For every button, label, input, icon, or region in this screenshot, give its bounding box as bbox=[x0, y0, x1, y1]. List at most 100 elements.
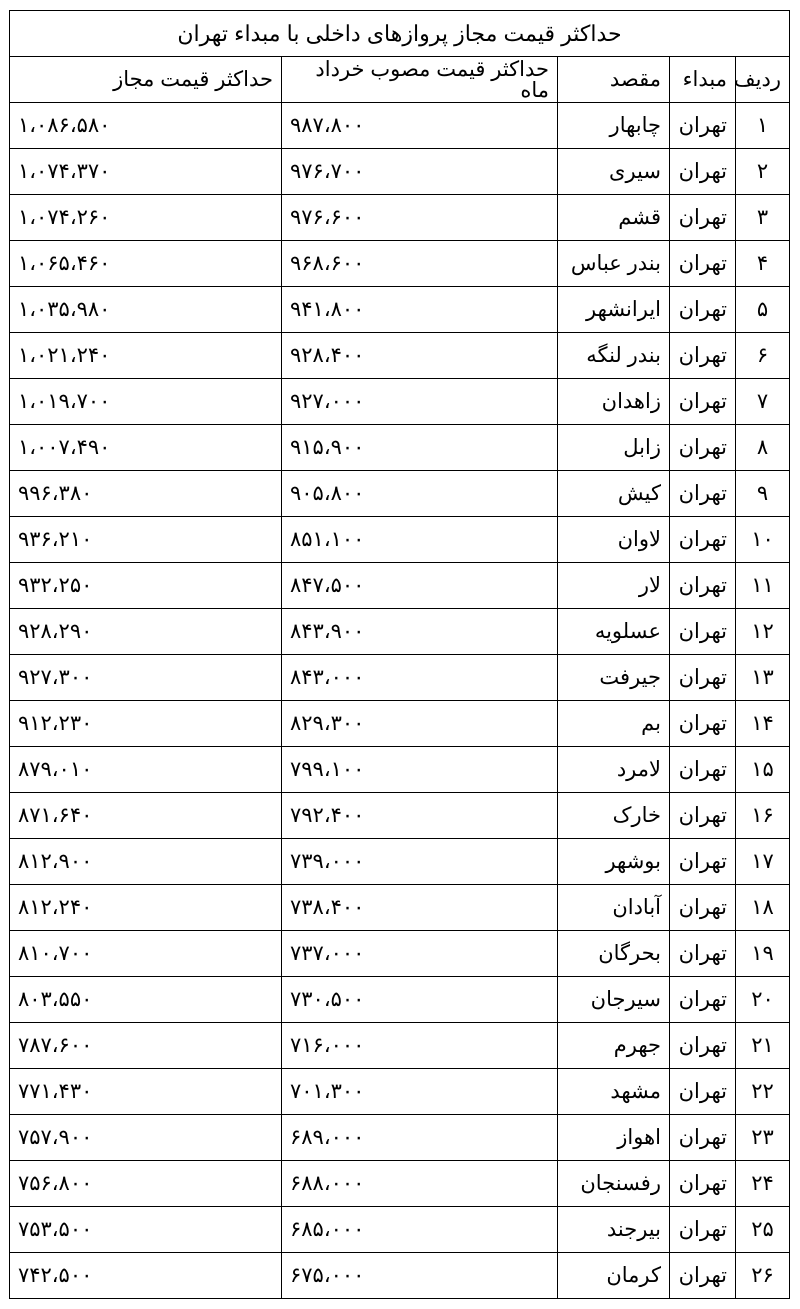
col-price-khordad: حداکثر قیمت مصوب خرداد ماه bbox=[282, 57, 558, 103]
cell-index: ۱ bbox=[736, 103, 790, 149]
cell-destination: مشهد bbox=[558, 1069, 670, 1115]
table-row: ۵تهرانایرانشهر۹۴۱،۸۰۰۱،۰۳۵،۹۸۰ bbox=[9, 287, 789, 333]
cell-price-max: ۱،۰۸۶،۵۸۰ bbox=[9, 103, 281, 149]
cell-destination: بیرجند bbox=[558, 1207, 670, 1253]
col-index: ردیف bbox=[736, 57, 790, 103]
cell-destination: بحرگان bbox=[558, 931, 670, 977]
cell-price-khordad: ۸۴۳،۰۰۰ bbox=[282, 655, 558, 701]
cell-index: ۶ bbox=[736, 333, 790, 379]
table-row: ۲۱تهرانجهرم۷۱۶،۰۰۰۷۸۷،۶۰۰ bbox=[9, 1023, 789, 1069]
table-row: ۲۲تهرانمشهد۷۰۱،۳۰۰۷۷۱،۴۳۰ bbox=[9, 1069, 789, 1115]
cell-origin: تهران bbox=[670, 747, 736, 793]
cell-index: ۱۴ bbox=[736, 701, 790, 747]
cell-index: ۸ bbox=[736, 425, 790, 471]
cell-price-max: ۷۵۶،۸۰۰ bbox=[9, 1161, 281, 1207]
table-title: حداکثر قیمت مجاز پروازهای داخلی با مبداء… bbox=[9, 11, 789, 57]
cell-index: ۲۱ bbox=[736, 1023, 790, 1069]
cell-origin: تهران bbox=[670, 425, 736, 471]
cell-origin: تهران bbox=[670, 977, 736, 1023]
cell-origin: تهران bbox=[670, 471, 736, 517]
cell-destination: لامرد bbox=[558, 747, 670, 793]
cell-origin: تهران bbox=[670, 839, 736, 885]
cell-price-max: ۷۴۲،۵۰۰ bbox=[9, 1253, 281, 1299]
cell-destination: بندر عباس bbox=[558, 241, 670, 287]
cell-origin: تهران bbox=[670, 1115, 736, 1161]
table-row: ۶تهرانبندر لنگه۹۲۸،۴۰۰۱،۰۲۱،۲۴۰ bbox=[9, 333, 789, 379]
cell-origin: تهران bbox=[670, 195, 736, 241]
table-row: ۲۶تهرانکرمان۶۷۵،۰۰۰۷۴۲،۵۰۰ bbox=[9, 1253, 789, 1299]
cell-price-khordad: ۸۴۷،۵۰۰ bbox=[282, 563, 558, 609]
table-row: ۱۲تهرانعسلویه۸۴۳،۹۰۰۹۲۸،۲۹۰ bbox=[9, 609, 789, 655]
cell-price-max: ۷۵۳،۵۰۰ bbox=[9, 1207, 281, 1253]
cell-index: ۷ bbox=[736, 379, 790, 425]
cell-price-max: ۸۱۰،۷۰۰ bbox=[9, 931, 281, 977]
cell-origin: تهران bbox=[670, 149, 736, 195]
cell-price-khordad: ۶۷۵،۰۰۰ bbox=[282, 1253, 558, 1299]
cell-origin: تهران bbox=[670, 609, 736, 655]
cell-origin: تهران bbox=[670, 1207, 736, 1253]
cell-destination: اهواز bbox=[558, 1115, 670, 1161]
cell-price-max: ۸۱۲،۹۰۰ bbox=[9, 839, 281, 885]
cell-destination: زاهدان bbox=[558, 379, 670, 425]
cell-destination: رفسنجان bbox=[558, 1161, 670, 1207]
cell-destination: بوشهر bbox=[558, 839, 670, 885]
cell-index: ۱۸ bbox=[736, 885, 790, 931]
cell-origin: تهران bbox=[670, 563, 736, 609]
cell-origin: تهران bbox=[670, 1023, 736, 1069]
cell-index: ۱۷ bbox=[736, 839, 790, 885]
cell-price-khordad: ۶۸۵،۰۰۰ bbox=[282, 1207, 558, 1253]
cell-index: ۲ bbox=[736, 149, 790, 195]
table-row: ۱۸تهرانآبادان۷۳۸،۴۰۰۸۱۲،۲۴۰ bbox=[9, 885, 789, 931]
cell-price-khordad: ۷۱۶،۰۰۰ bbox=[282, 1023, 558, 1069]
cell-destination: جیرفت bbox=[558, 655, 670, 701]
cell-origin: تهران bbox=[670, 701, 736, 747]
cell-price-max: ۱،۰۲۱،۲۴۰ bbox=[9, 333, 281, 379]
cell-index: ۲۳ bbox=[736, 1115, 790, 1161]
cell-destination: سیرجان bbox=[558, 977, 670, 1023]
cell-price-khordad: ۷۹۹،۱۰۰ bbox=[282, 747, 558, 793]
cell-destination: کرمان bbox=[558, 1253, 670, 1299]
table-row: ۱تهرانچابهار۹۸۷،۸۰۰۱،۰۸۶،۵۸۰ bbox=[9, 103, 789, 149]
cell-index: ۲۴ bbox=[736, 1161, 790, 1207]
cell-origin: تهران bbox=[670, 1161, 736, 1207]
cell-price-khordad: ۸۴۳،۹۰۰ bbox=[282, 609, 558, 655]
table-row: ۷تهرانزاهدان۹۲۷،۰۰۰۱،۰۱۹،۷۰۰ bbox=[9, 379, 789, 425]
cell-destination: چابهار bbox=[558, 103, 670, 149]
cell-price-khordad: ۸۵۱،۱۰۰ bbox=[282, 517, 558, 563]
cell-price-max: ۱،۰۷۴،۳۷۰ bbox=[9, 149, 281, 195]
col-destination: مقصد bbox=[558, 57, 670, 103]
cell-origin: تهران bbox=[670, 103, 736, 149]
cell-index: ۵ bbox=[736, 287, 790, 333]
cell-origin: تهران bbox=[670, 793, 736, 839]
cell-origin: تهران bbox=[670, 655, 736, 701]
cell-origin: تهران bbox=[670, 1253, 736, 1299]
cell-price-khordad: ۷۰۱،۳۰۰ bbox=[282, 1069, 558, 1115]
table-row: ۱۹تهرانبحرگان۷۳۷،۰۰۰۸۱۰،۷۰۰ bbox=[9, 931, 789, 977]
cell-destination: لار bbox=[558, 563, 670, 609]
col-price-max: حداکثر قیمت مجاز bbox=[9, 57, 281, 103]
cell-price-max: ۷۸۷،۶۰۰ bbox=[9, 1023, 281, 1069]
table-row: ۲۴تهرانرفسنجان۶۸۸،۰۰۰۷۵۶،۸۰۰ bbox=[9, 1161, 789, 1207]
table-row: ۲تهرانسیری۹۷۶،۷۰۰۱،۰۷۴،۳۷۰ bbox=[9, 149, 789, 195]
col-origin: مبداء bbox=[670, 57, 736, 103]
cell-price-max: ۸۱۲،۲۴۰ bbox=[9, 885, 281, 931]
cell-price-max: ۹۲۸،۲۹۰ bbox=[9, 609, 281, 655]
cell-price-khordad: ۷۹۲،۴۰۰ bbox=[282, 793, 558, 839]
cell-destination: سیری bbox=[558, 149, 670, 195]
cell-destination: زابل bbox=[558, 425, 670, 471]
flight-price-table: حداکثر قیمت مجاز پروازهای داخلی با مبداء… bbox=[9, 10, 790, 1299]
cell-origin: تهران bbox=[670, 517, 736, 563]
table-row: ۱۰تهرانلاوان۸۵۱،۱۰۰۹۳۶،۲۱۰ bbox=[9, 517, 789, 563]
table-row: ۲۰تهرانسیرجان۷۳۰،۵۰۰۸۰۳،۵۵۰ bbox=[9, 977, 789, 1023]
cell-price-max: ۱،۰۳۵،۹۸۰ bbox=[9, 287, 281, 333]
cell-index: ۲۰ bbox=[736, 977, 790, 1023]
cell-price-khordad: ۷۳۰،۵۰۰ bbox=[282, 977, 558, 1023]
cell-origin: تهران bbox=[670, 287, 736, 333]
cell-price-max: ۷۵۷،۹۰۰ bbox=[9, 1115, 281, 1161]
cell-price-max: ۹۳۶،۲۱۰ bbox=[9, 517, 281, 563]
cell-price-max: ۹۲۷،۳۰۰ bbox=[9, 655, 281, 701]
cell-price-max: ۸۰۳،۵۵۰ bbox=[9, 977, 281, 1023]
cell-price-khordad: ۹۴۱،۸۰۰ bbox=[282, 287, 558, 333]
cell-destination: آبادان bbox=[558, 885, 670, 931]
cell-destination: عسلویه bbox=[558, 609, 670, 655]
